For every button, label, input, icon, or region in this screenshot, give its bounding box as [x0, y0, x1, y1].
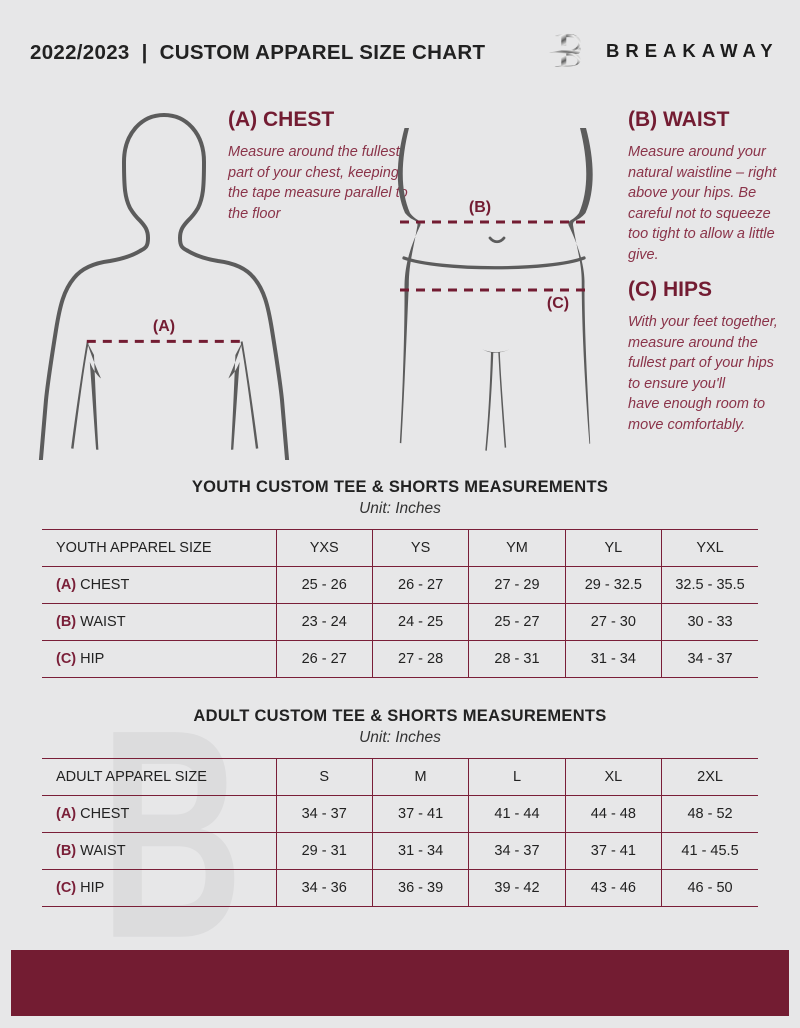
svg-text:(C): (C) — [547, 295, 569, 312]
svg-text:(B): (B) — [469, 199, 491, 216]
svg-text:(A): (A) — [153, 318, 175, 335]
